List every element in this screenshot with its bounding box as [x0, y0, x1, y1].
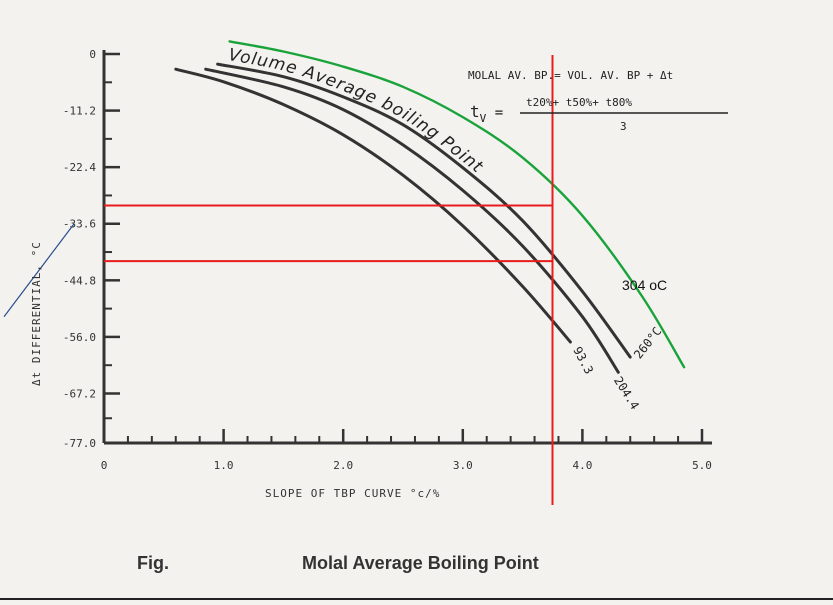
figure-caption: Fig. Molal Average Boiling Point [0, 553, 833, 583]
y-tick-label: -77.0 [63, 437, 96, 450]
annotation-leader-line [3, 223, 75, 318]
formula-lhs-t: t [470, 102, 480, 121]
y-tick-label: -11.2 [63, 105, 96, 118]
x-tick-label: 5.0 [692, 459, 712, 472]
x-tick-label: 0 [101, 459, 108, 472]
curve-204-4 [204, 67, 620, 374]
y-tick-label: -33.6 [63, 218, 96, 231]
y-tick-label: -22.4 [63, 161, 96, 174]
curve-93-3 [174, 67, 572, 344]
x-axis-title: SLOPE OF TBP CURVE °c/% [265, 487, 440, 500]
curve-label-260: 260°C [631, 324, 664, 361]
temperature-annotation: 304 oC [622, 277, 667, 293]
figure-title: Molal Average Boiling Point [302, 553, 539, 573]
curve-260 [216, 62, 632, 359]
formula-denominator: 3 [620, 120, 627, 133]
x-tick-label: 4.0 [572, 459, 592, 472]
bottom-rule [0, 598, 833, 600]
x-tick-label: 3.0 [453, 459, 473, 472]
curve-volume-average-green [228, 40, 686, 369]
y-tick-label: -56.0 [63, 331, 96, 344]
figure-label: Fig. [137, 553, 169, 573]
formula-numerator: t20%+ t50%+ t80% [526, 96, 632, 109]
formula-line-1: MOLAL AV. BP.= VOL. AV. BP + Δt [468, 69, 673, 82]
x-tick-label: 2.0 [333, 459, 353, 472]
molal-bp-chart: 0 -11.2 -22.4 -33.6 -44.8 -56.0 -67.2 -77.0 0 1.0… [3, 40, 728, 505]
y-tick-label: 0 [89, 48, 96, 61]
y-tick-label: -44.8 [63, 274, 96, 287]
y-tick-label: -67.2 [63, 387, 96, 400]
formula-lhs: tV = [470, 102, 503, 125]
reference-lines [3, 55, 554, 505]
formula-lhs-sub: V [480, 112, 487, 125]
x-tick-label: 1.0 [214, 459, 234, 472]
axes [102, 50, 712, 445]
curve-label-204-4: 204.4 [611, 374, 642, 412]
curve-label-93-3: 93.3 [570, 344, 596, 376]
curves [174, 40, 686, 374]
y-axis-title: Δt DIFFERENTIAL, °C [30, 241, 43, 386]
